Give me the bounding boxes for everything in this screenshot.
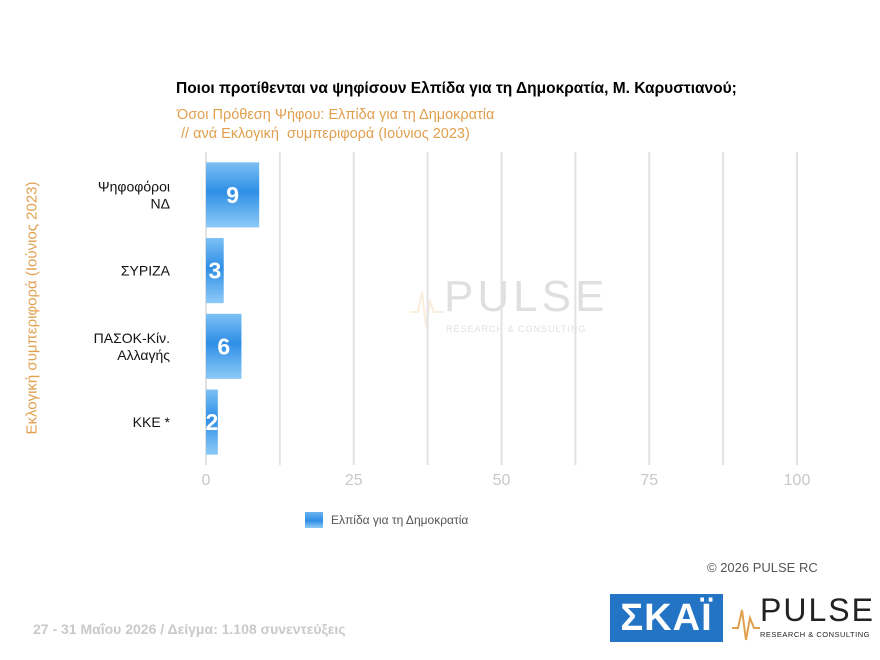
footer-sample-info: 27 - 31 Μαΐου 2026 / Δείγμα: 1.108 συνεν… bbox=[33, 621, 346, 637]
bar-value-label: 3 bbox=[208, 258, 221, 284]
grid-lines bbox=[205, 152, 798, 465]
pulse-logo: PULSE RESEARCH & CONSULTING bbox=[732, 592, 873, 644]
pulse-logo-icon bbox=[732, 609, 760, 641]
watermark-subtitle: RESEARCH & CONSULTING bbox=[446, 324, 587, 334]
x-tick-labels: 0 25 50 75 100 bbox=[202, 472, 811, 489]
pulse-watermark: PULSE RESEARCH & CONSULTING bbox=[410, 272, 610, 342]
bar bbox=[206, 313, 242, 379]
legend: Ελπίδα για τη Δημοκρατία bbox=[305, 512, 468, 528]
category-label: ΣΥΡΙΖΑ bbox=[121, 263, 171, 279]
pulse-watermark-icon bbox=[410, 291, 444, 328]
legend-label: Ελπίδα για τη Δημοκρατία bbox=[331, 513, 469, 527]
category-label: ΠΑΣΟΚ-Κίν. bbox=[94, 330, 170, 346]
x-tick-label: 25 bbox=[345, 472, 363, 489]
bar bbox=[206, 389, 218, 455]
bar bbox=[206, 162, 260, 228]
x-tick-label: 75 bbox=[640, 472, 658, 489]
category-label: ΝΔ bbox=[151, 195, 170, 211]
chart-title: Ποιοι προτίθενται να ψηφίσουν Ελπίδα για… bbox=[176, 80, 737, 97]
legend-swatch bbox=[305, 512, 323, 528]
chart-subtitle: Όσοι Πρόθεση Ψήφου: Ελπίδα για τη Δημοκρ… bbox=[177, 106, 494, 144]
bar-value-label: 6 bbox=[217, 333, 230, 359]
bar-value-label: 9 bbox=[226, 182, 239, 208]
x-tick-label: 100 bbox=[784, 472, 811, 489]
pulse-logo-subtitle: RESEARCH & CONSULTING bbox=[760, 630, 870, 639]
x-tick-label: 0 bbox=[202, 472, 211, 489]
category-label: ΚΚΕ * bbox=[133, 414, 171, 430]
subtitle-line-2: // ανά Εκλογική συμπεριφορά (Ιούνιος 202… bbox=[177, 126, 470, 142]
bar bbox=[206, 238, 224, 304]
copyright: © 2026 PULSE RC bbox=[707, 560, 818, 575]
bar-value-label: 2 bbox=[206, 409, 219, 435]
skai-logo: ΣΚΑΪ bbox=[610, 594, 723, 642]
category-label: Ψηφοφόροι bbox=[98, 178, 170, 194]
watermark-word: PULSE bbox=[444, 272, 609, 321]
subtitle-line-1: Όσοι Πρόθεση Ψήφου: Ελπίδα για τη Δημοκρ… bbox=[177, 107, 495, 123]
pulse-logo-word: PULSE bbox=[760, 592, 875, 628]
x-tick-label: 50 bbox=[493, 472, 511, 489]
category-label: Αλλαγής bbox=[117, 347, 170, 363]
bars: 9 3 6 2 bbox=[206, 162, 260, 455]
